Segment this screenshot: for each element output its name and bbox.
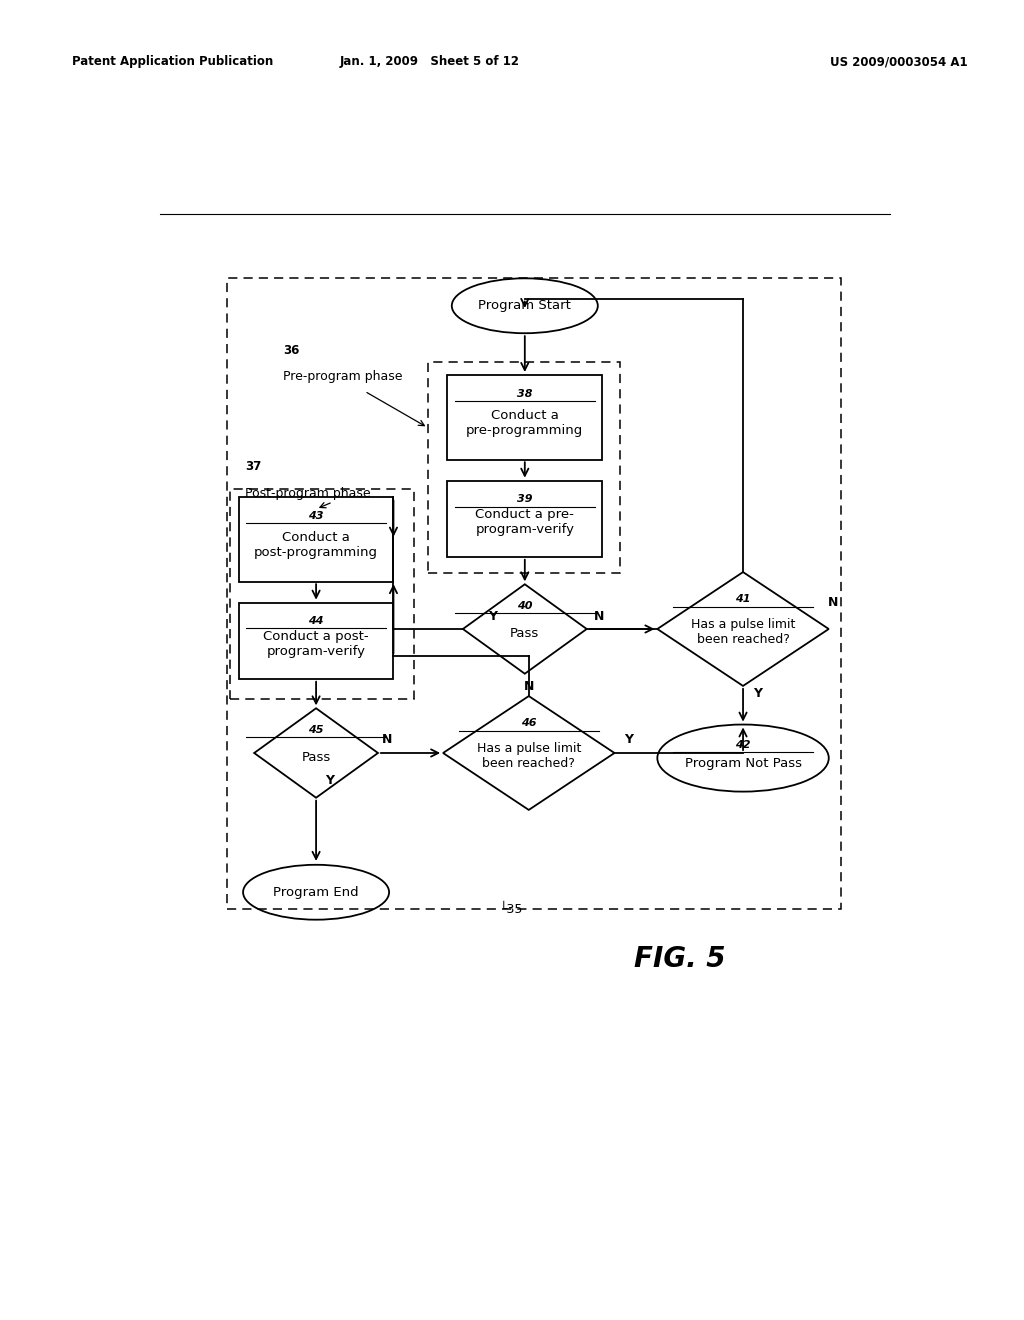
Text: Conduct a post-
program-verify: Conduct a post- program-verify [263, 630, 369, 659]
Text: Pre-program phase: Pre-program phase [283, 370, 402, 383]
Text: 45: 45 [308, 725, 324, 735]
Text: 46: 46 [521, 718, 537, 729]
Text: Program Start: Program Start [478, 300, 571, 313]
Text: Has a pulse limit
been reached?: Has a pulse limit been reached? [476, 742, 581, 770]
Text: 40: 40 [517, 601, 532, 611]
Text: Has a pulse limit
been reached?: Has a pulse limit been reached? [691, 618, 796, 645]
Text: 36: 36 [283, 343, 299, 356]
Text: N: N [382, 733, 392, 746]
Text: 39: 39 [517, 495, 532, 504]
Text: N: N [594, 610, 604, 623]
Text: └35: └35 [500, 903, 523, 916]
Text: US 2009/0003054 A1: US 2009/0003054 A1 [830, 55, 968, 69]
Text: Jan. 1, 2009   Sheet 5 of 12: Jan. 1, 2009 Sheet 5 of 12 [340, 55, 520, 69]
Text: Program Not Pass: Program Not Pass [684, 756, 802, 770]
Text: Post-program phase: Post-program phase [246, 487, 371, 500]
Text: 44: 44 [308, 616, 324, 627]
Text: Conduct a pre-
program-verify: Conduct a pre- program-verify [475, 508, 574, 536]
Text: Patent Application Publication: Patent Application Publication [72, 55, 273, 69]
Text: 41: 41 [735, 594, 751, 605]
Text: N: N [523, 680, 534, 693]
Text: N: N [827, 595, 838, 609]
Text: 38: 38 [517, 388, 532, 399]
Text: Y: Y [754, 686, 762, 700]
Text: Conduct a
post-programming: Conduct a post-programming [254, 531, 378, 558]
Text: Y: Y [325, 774, 334, 787]
Text: Y: Y [488, 610, 498, 623]
Text: Pass: Pass [510, 627, 540, 640]
Text: 43: 43 [308, 511, 324, 520]
Text: FIG. 5: FIG. 5 [634, 945, 725, 973]
Text: Conduct a
pre-programming: Conduct a pre-programming [466, 409, 584, 437]
Text: 42: 42 [735, 741, 751, 750]
Text: 37: 37 [246, 461, 262, 474]
Text: Y: Y [624, 733, 633, 746]
Text: Pass: Pass [301, 751, 331, 763]
Text: Program End: Program End [273, 886, 358, 899]
